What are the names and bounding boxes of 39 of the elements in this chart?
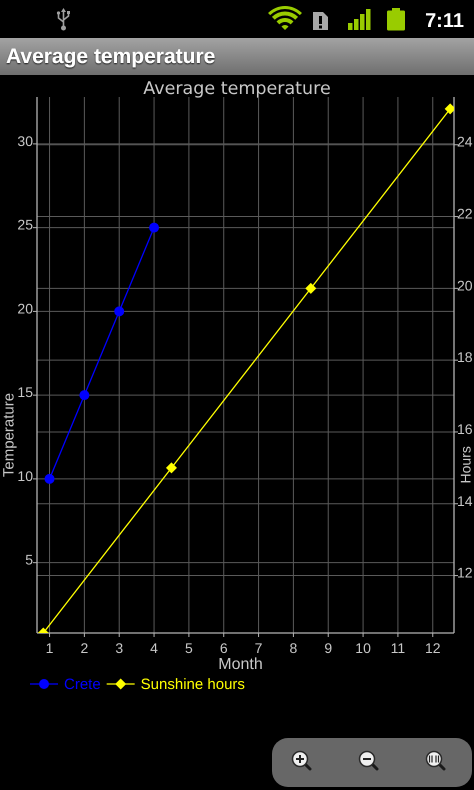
legend-label: Sunshine hours bbox=[140, 676, 245, 693]
x-tick-label: 3 bbox=[115, 640, 124, 656]
y-tick-label: 5 bbox=[25, 552, 34, 568]
x-tick-label: 12 bbox=[424, 640, 441, 656]
point bbox=[114, 306, 124, 316]
x-tick-label: 11 bbox=[390, 640, 406, 656]
y2-tick-label: 18 bbox=[457, 349, 473, 366]
y-tick-label: 25 bbox=[17, 216, 34, 233]
chart-title: Average temperature bbox=[143, 79, 331, 99]
legend-label: Crete bbox=[64, 676, 101, 693]
x-tick-label: 10 bbox=[355, 640, 372, 656]
y2-tick-label: 12 bbox=[457, 564, 473, 581]
y-tick-label: 20 bbox=[17, 300, 34, 316]
x-axis-title: Month bbox=[218, 656, 263, 673]
text: 7:11 bbox=[425, 10, 464, 32]
point bbox=[79, 390, 90, 400]
y2-tick-label: 20 bbox=[457, 277, 473, 294]
x-tick-label: 2 bbox=[80, 640, 88, 656]
y2-axis-title: Hours bbox=[458, 446, 474, 484]
y-tick-label: 30 bbox=[17, 132, 34, 149]
x-tick-label: 6 bbox=[220, 640, 228, 656]
chart-title: Average temperature bbox=[6, 45, 216, 68]
x-tick-label: 7 bbox=[254, 640, 263, 656]
point bbox=[149, 222, 160, 233]
y2-tick-label: 24 bbox=[457, 134, 473, 150]
y2-tick-label: 22 bbox=[457, 206, 473, 222]
point bbox=[44, 474, 55, 484]
point bbox=[305, 282, 316, 294]
x-tick-label: 1 bbox=[46, 640, 54, 656]
x-tick-label: 9 bbox=[324, 640, 332, 656]
y-tick-label: 10 bbox=[17, 468, 34, 484]
y-tick-label: 15 bbox=[17, 384, 34, 400]
y2-tick-label: 14 bbox=[457, 492, 473, 509]
x-tick-label: 5 bbox=[184, 640, 193, 656]
x-tick-label: 4 bbox=[150, 640, 158, 656]
point bbox=[166, 462, 177, 474]
y2-tick-label: 16 bbox=[457, 420, 473, 437]
x-tick-label: 8 bbox=[290, 640, 298, 656]
y-axis-title: Temperature bbox=[0, 392, 18, 478]
